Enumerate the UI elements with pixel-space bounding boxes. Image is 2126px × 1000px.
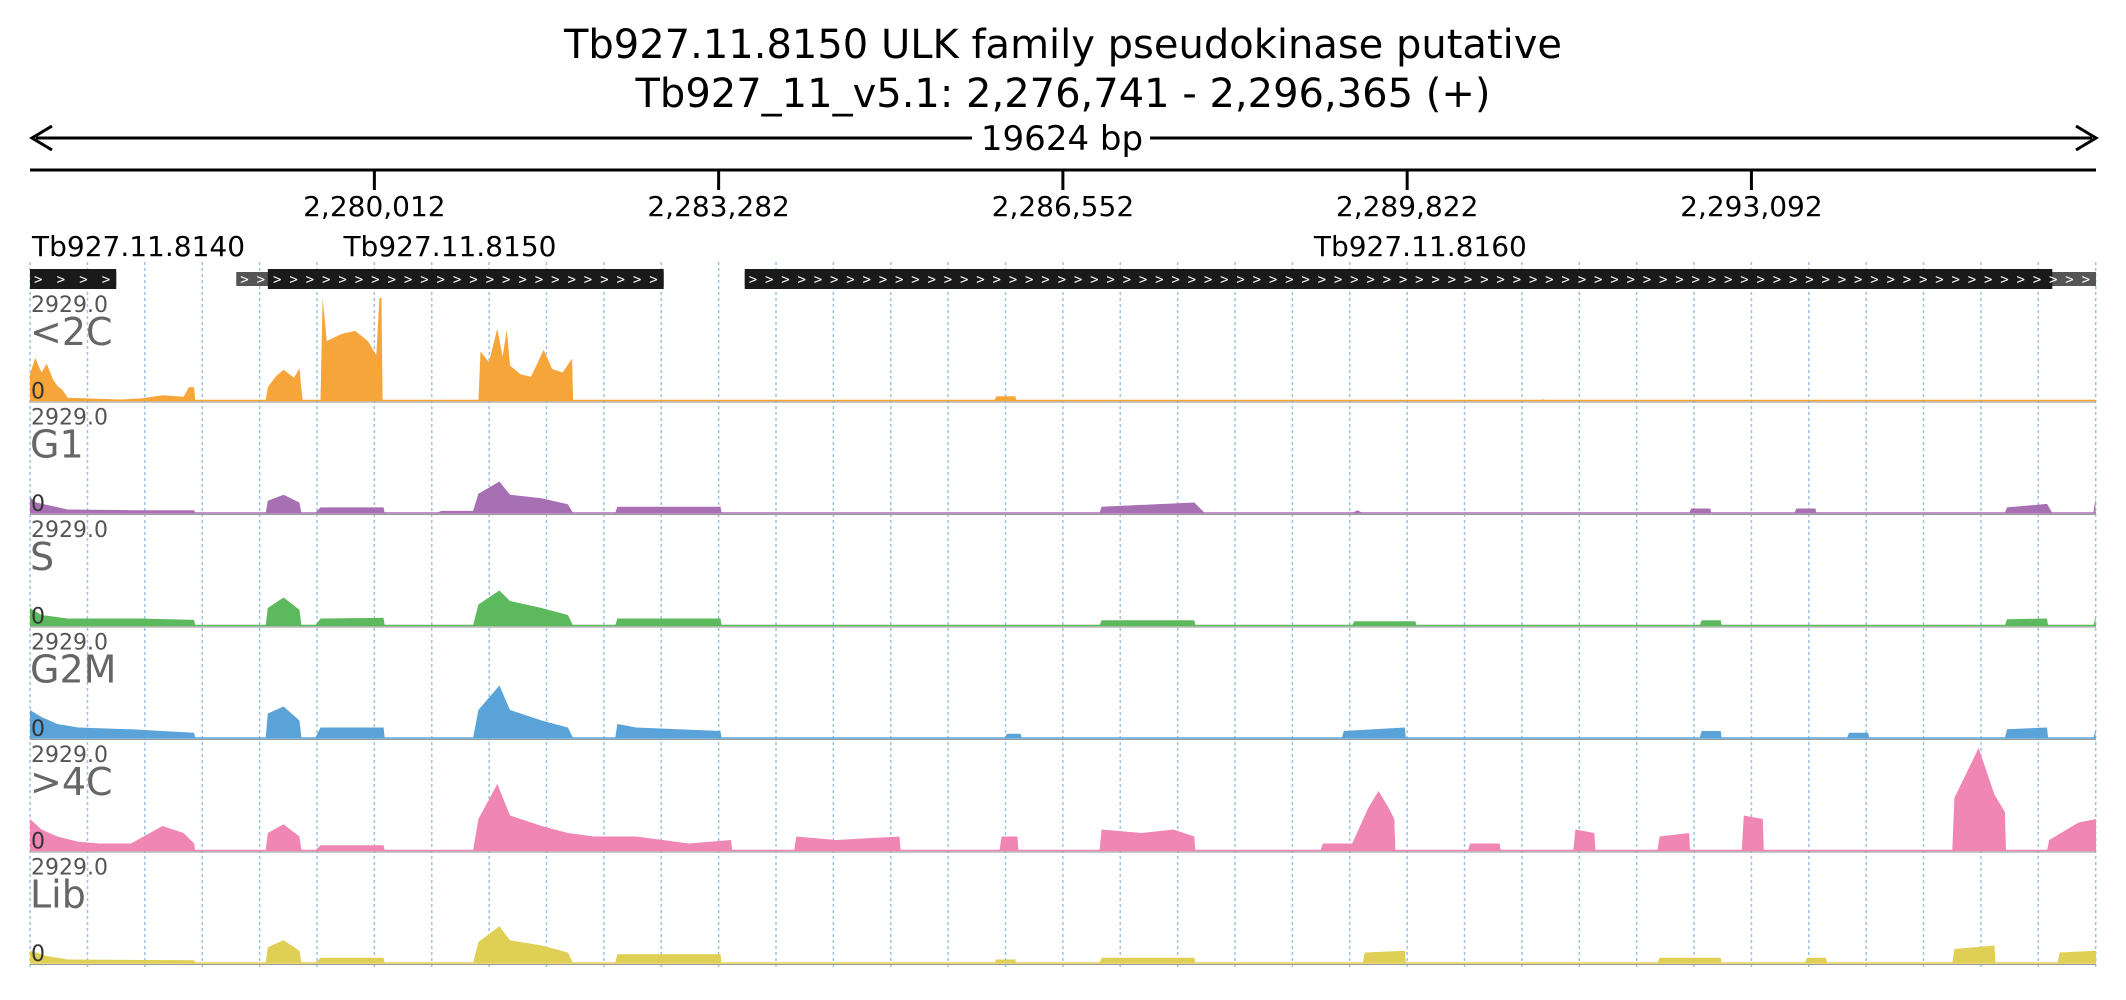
coverage-area xyxy=(30,748,2096,851)
track-max-label: 2929.0 xyxy=(31,631,108,656)
strand-chevrons-icon: > > > > > > > > > > > > > > > > > > > > … xyxy=(240,272,657,288)
arrowhead-right-icon xyxy=(2075,124,2099,152)
axis-tick-label: 2,280,012 xyxy=(303,190,446,223)
track-name-label: >4C xyxy=(30,760,113,804)
coverage-track: 2929.0G1 0 xyxy=(30,406,2096,517)
gene-label: Tb927.11.8160 xyxy=(1313,230,1527,263)
span-label: 19624 bp xyxy=(981,119,1143,159)
arrowhead-left-icon xyxy=(29,124,53,152)
track-name-label: <2C xyxy=(30,310,113,354)
track-zero-label: 0 xyxy=(31,380,45,405)
track-name-label: Lib xyxy=(30,873,86,917)
track-name-label: S xyxy=(30,535,54,579)
gene-body[interactable] xyxy=(30,269,117,289)
track-layer: 2929.0<2C02929.0G102929.0S02929.0G2M0292… xyxy=(30,293,2096,967)
track-max-label: 2929.0 xyxy=(31,406,108,431)
coverage-area xyxy=(30,298,1547,401)
chart-subtitle: Tb927_11_v5.1: 2,276,741 - 2,296,365 (+) xyxy=(635,71,1491,117)
coverage-track: 2929.0>4C 0 xyxy=(30,743,2096,855)
strand-chevrons-icon: > > > > xyxy=(34,272,110,288)
gene-body[interactable] xyxy=(744,269,2053,289)
span-ruler: 19624 bp xyxy=(29,119,2099,159)
axis-tick-label: 2,286,552 xyxy=(992,190,1135,223)
axis-tick-label: 2,289,822 xyxy=(1336,190,1479,223)
coverage-area xyxy=(30,926,2096,963)
track-name-label: G1 xyxy=(30,423,84,467)
gene-label: Tb927.11.8140 xyxy=(31,230,245,263)
tick-layer: 2,280,012 2,283,282 2,286,552 2,289,822 2,29… xyxy=(303,170,1823,223)
gene-layer: > > > > Tb927.11.8140 > > > > > > > > > > … xyxy=(30,230,2096,289)
track-max-label: 2929.0 xyxy=(31,293,108,318)
coverage-area xyxy=(30,685,2096,738)
strand-chevrons-icon: > > > > > > > > > > > > > > > > > > > > … xyxy=(749,272,2090,288)
chart-title: Tb927.11.8150 ULK family pseudokinase pu… xyxy=(563,22,1562,68)
track-zero-label: 0 xyxy=(31,492,45,517)
track-zero-label: 0 xyxy=(31,942,45,967)
axis-tick-label: 2,293,092 xyxy=(1680,190,1823,223)
track-name-label: G2M xyxy=(30,648,116,692)
axis-tick-label: 2,283,282 xyxy=(647,190,790,223)
coverage-area xyxy=(30,481,2096,513)
gene-label: Tb927.11.8150 xyxy=(342,230,556,263)
gene-body[interactable] xyxy=(267,269,664,289)
track-zero-label: 0 xyxy=(31,605,45,630)
track-max-label: 2929.0 xyxy=(31,743,108,768)
track-max-label: 2929.0 xyxy=(31,518,108,543)
track-zero-label: 0 xyxy=(31,717,45,742)
coverage-area xyxy=(30,590,2096,626)
track-zero-label: 0 xyxy=(31,830,45,855)
coverage-track: 2929.0S 0 xyxy=(30,518,2096,630)
track-max-label: 2929.0 xyxy=(31,856,108,881)
coverage-track: 2929.0<2C 0 xyxy=(30,293,2096,405)
